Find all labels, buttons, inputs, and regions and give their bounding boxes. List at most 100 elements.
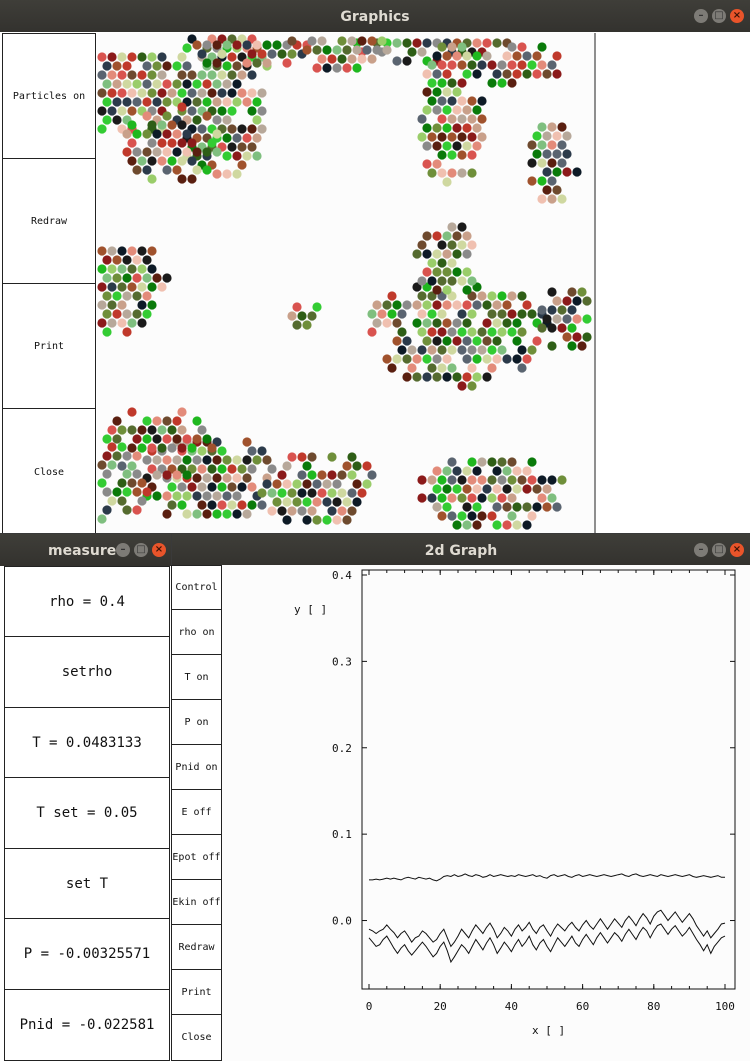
particle (107, 70, 117, 80)
particle (497, 457, 507, 467)
particle (122, 327, 132, 337)
particle (247, 464, 257, 474)
particle (172, 416, 182, 426)
particle (557, 122, 567, 132)
particle (137, 70, 147, 80)
particle (282, 515, 292, 525)
particle (222, 115, 232, 125)
set-temperature-button[interactable]: set T (4, 848, 170, 919)
close-icon[interactable]: × (730, 9, 744, 23)
particle (307, 452, 317, 462)
rho-toggle-button[interactable]: rho on (171, 609, 222, 655)
particle (272, 479, 282, 489)
particle (212, 455, 222, 465)
particle (227, 52, 237, 62)
particle (102, 291, 112, 301)
particle (477, 96, 487, 106)
pressure-readout: P = -0.00325571 (4, 918, 170, 990)
particle (127, 246, 137, 256)
maximize-icon[interactable]: □ (134, 543, 148, 557)
particle (472, 69, 482, 79)
particle (152, 455, 162, 465)
particle (447, 42, 457, 52)
particle (577, 287, 587, 297)
print-button[interactable]: Print (2, 283, 96, 409)
graph-redraw-button[interactable]: Redraw (171, 924, 222, 970)
particle (227, 124, 237, 134)
particle (427, 60, 437, 70)
particle (137, 318, 147, 328)
graph-close-button[interactable]: Close (171, 1014, 222, 1061)
particle (392, 38, 402, 48)
particle (472, 300, 482, 310)
particle (152, 61, 162, 71)
particle (442, 466, 452, 476)
particle (502, 51, 512, 61)
particle (157, 282, 167, 292)
particle (157, 138, 167, 148)
particle (117, 425, 127, 435)
particle (432, 249, 442, 259)
particle (112, 115, 122, 125)
particle (202, 147, 212, 157)
particle (422, 372, 432, 382)
particle (247, 106, 257, 116)
energy-toggle-button[interactable]: E off (171, 789, 222, 835)
ekin-toggle-button[interactable]: Ekin off (171, 879, 222, 925)
particle (452, 466, 462, 476)
particle (382, 45, 392, 55)
temperature-toggle-button[interactable]: T on (171, 654, 222, 700)
particle (552, 69, 562, 79)
particle (287, 452, 297, 462)
particle (582, 332, 592, 342)
particle (507, 475, 517, 485)
particle (392, 56, 402, 66)
particle (452, 123, 462, 133)
particle (437, 42, 447, 52)
particle (302, 479, 312, 489)
particle (507, 291, 517, 301)
minimize-icon[interactable]: – (116, 543, 130, 557)
redraw-button[interactable]: Redraw (2, 158, 96, 284)
measure-titlebar[interactable]: measure – □ × (0, 534, 172, 566)
pressure-toggle-button[interactable]: P on (171, 699, 222, 745)
particle (217, 106, 227, 116)
particle (162, 129, 172, 139)
maximize-icon[interactable]: □ (712, 543, 726, 557)
particle (472, 141, 482, 151)
particle (432, 123, 442, 133)
particle (422, 105, 432, 115)
close-button[interactable]: Close (2, 408, 96, 536)
particle (462, 123, 472, 133)
epot-toggle-button[interactable]: Epot off (171, 834, 222, 880)
minimize-icon[interactable]: – (694, 9, 708, 23)
graph-print-button[interactable]: Print (171, 969, 222, 1015)
particles-on-button[interactable]: Particles on (2, 33, 96, 159)
particle (127, 88, 137, 98)
close-icon[interactable]: × (730, 543, 744, 557)
particle (422, 249, 432, 259)
minimize-icon[interactable]: – (694, 543, 708, 557)
graph-titlebar[interactable]: 2d Graph – □ × (172, 534, 750, 566)
particle (477, 345, 487, 355)
graphics-titlebar[interactable]: Graphics – □ × (0, 0, 750, 32)
particle (197, 464, 207, 474)
particle (437, 96, 447, 106)
particle (447, 511, 457, 521)
particle (437, 258, 447, 268)
particle (552, 167, 562, 177)
particle (447, 327, 457, 337)
close-icon[interactable]: × (152, 543, 166, 557)
particle (162, 434, 172, 444)
particle (497, 60, 507, 70)
setrho-button[interactable]: setrho (4, 636, 170, 708)
particle (102, 309, 112, 319)
pnid-toggle-button[interactable]: Pnid on (171, 744, 222, 790)
particle (482, 318, 492, 328)
particle (547, 287, 557, 297)
particle (347, 488, 357, 498)
maximize-icon[interactable]: □ (712, 9, 726, 23)
particle (127, 318, 137, 328)
particle (317, 470, 327, 480)
particle (342, 515, 352, 525)
